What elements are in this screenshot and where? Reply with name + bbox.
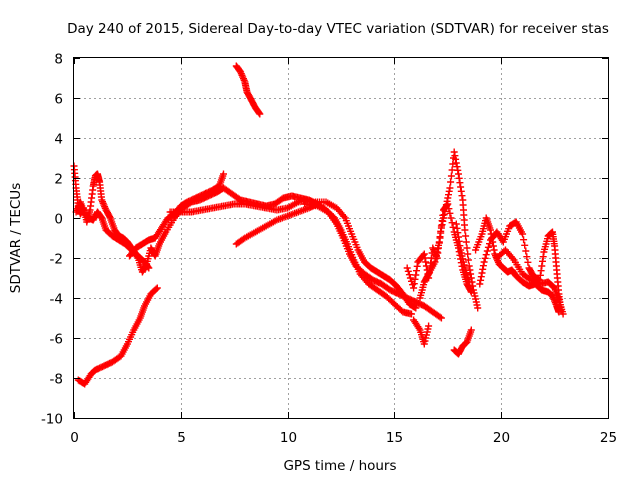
data-point-marker	[444, 200, 452, 208]
data-point-marker	[462, 238, 470, 246]
series-trace-9	[309, 198, 420, 312]
data-point-marker	[476, 280, 484, 288]
data-point-marker	[519, 230, 527, 238]
y-tick-label: -10	[41, 412, 63, 428]
data-point-marker	[133, 253, 141, 261]
x-tick-label: 0	[70, 430, 79, 446]
data-point-marker	[452, 159, 460, 167]
series-trace-1	[70, 162, 153, 272]
x-tick-labels: 0 5 10 15 20 25	[70, 430, 617, 446]
data-point-marker	[474, 304, 482, 312]
plot-frame	[73, 57, 609, 419]
data-point-marker	[467, 288, 475, 296]
data-point-marker	[403, 264, 411, 272]
data-point-marker	[481, 254, 489, 262]
x-tick-label: 5	[177, 430, 186, 446]
y-tick-label: 4	[54, 132, 63, 148]
data-point-marker	[422, 262, 430, 270]
series-trace-17	[452, 220, 473, 286]
series-trace-16	[493, 246, 567, 318]
data-point-marker	[458, 192, 466, 200]
data-point-marker	[480, 258, 488, 266]
data-point-marker	[447, 214, 455, 222]
y-tick-label: -4	[50, 292, 63, 308]
data-point-marker	[106, 213, 114, 221]
series-trace-5	[74, 284, 161, 388]
data-point-marker	[521, 241, 529, 249]
data-point-marker	[152, 285, 160, 293]
data-point-marker	[520, 236, 528, 244]
x-tick-label: 15	[386, 430, 403, 446]
y-tick-label: -8	[50, 372, 63, 388]
y-axis-label: SDTVAR / TECUs	[8, 183, 24, 293]
data-point-marker	[461, 226, 469, 234]
x-tick-label: 25	[600, 430, 617, 446]
y-tick-label: 2	[54, 172, 63, 188]
data-point-marker	[463, 244, 471, 252]
data-point-marker	[486, 240, 493, 248]
data-point-marker	[482, 251, 490, 259]
y-tick-label: -6	[50, 332, 63, 348]
y-tick-label: 0	[54, 212, 63, 228]
data-point-marker	[437, 314, 445, 322]
data-point-marker	[448, 219, 456, 227]
data-point-marker	[464, 256, 472, 264]
data-point-marker	[523, 253, 531, 261]
data-point-marker	[406, 274, 414, 282]
data-point-marker	[101, 203, 109, 211]
data-point-marker	[462, 232, 470, 240]
data-point-marker	[142, 261, 150, 269]
data-point-marker	[435, 241, 442, 249]
series-trace-8	[301, 200, 445, 322]
data-point-marker	[484, 243, 492, 251]
data-point-marker	[153, 284, 161, 292]
x-axis-label: GPS time / hours	[283, 458, 396, 474]
data-point-marker	[446, 184, 454, 192]
x-tick-label: 20	[493, 430, 510, 446]
tick-marks	[74, 58, 609, 419]
data-point-marker	[445, 205, 453, 213]
chart-title: Day 240 of 2015, Sidereal Day-to-day VTE…	[67, 21, 609, 37]
series-trace-13	[410, 316, 433, 348]
data-point-marker	[465, 278, 473, 286]
x-tick-label: 10	[280, 430, 297, 446]
data-point-marker	[220, 170, 227, 178]
data-point-marker	[446, 209, 454, 217]
data-point-marker	[412, 304, 420, 312]
y-tick-label: 6	[54, 92, 63, 108]
data-point-marker	[405, 271, 413, 279]
data-point-marker	[73, 206, 81, 214]
y-tick-label: -2	[50, 252, 63, 268]
data-point-marker	[467, 326, 475, 334]
data-point-marker	[452, 220, 460, 228]
data-point-marker	[449, 160, 457, 168]
data-point-marker	[436, 313, 444, 321]
data-point-marker	[256, 110, 264, 118]
y-tick-label: 8	[54, 52, 63, 68]
data-point-marker	[408, 310, 415, 318]
data-point-marker	[425, 322, 433, 330]
series-trace-12	[450, 326, 475, 358]
data-point-marker	[447, 172, 455, 180]
data-point-marker	[411, 275, 419, 283]
series-trace-6	[232, 62, 264, 118]
series-group	[70, 62, 567, 388]
data-point-marker	[559, 310, 567, 318]
data-point-marker	[447, 178, 455, 186]
data-point-marker	[449, 223, 457, 231]
data-point-marker	[404, 267, 412, 275]
data-point-marker	[524, 258, 532, 266]
data-point-marker	[522, 247, 530, 255]
data-point-marker	[483, 247, 491, 255]
y-tick-labels: 8 6 4 2 0 -2 -4 -6 -8 -10	[41, 52, 63, 428]
data-point-marker	[464, 250, 472, 258]
grid	[74, 58, 608, 418]
